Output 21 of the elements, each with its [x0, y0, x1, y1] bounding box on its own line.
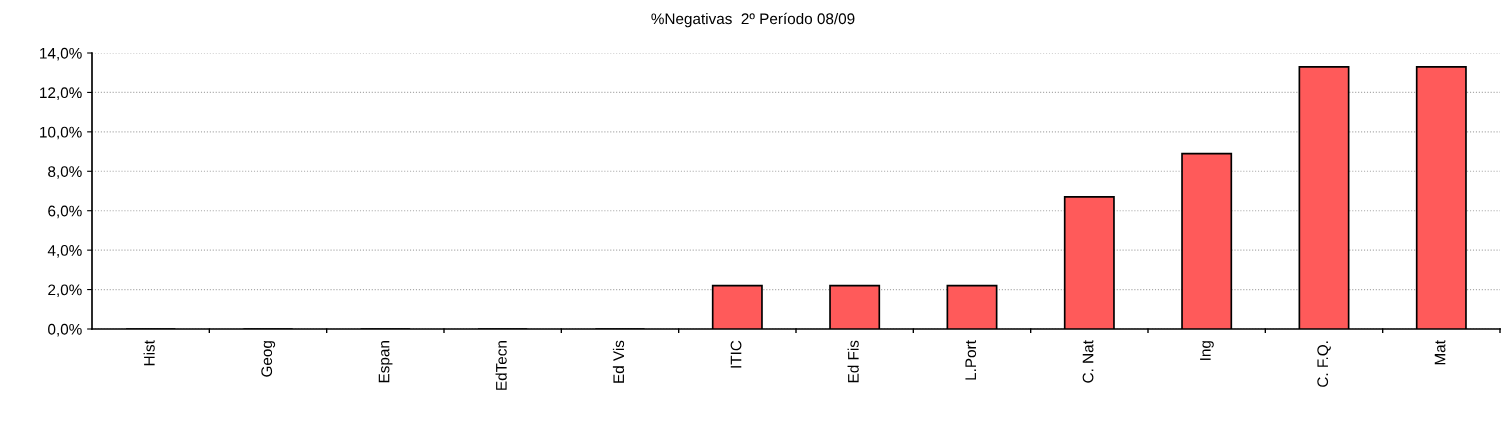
y-tick-label: 12,0%: [40, 87, 82, 100]
x-tick-label: ITIC: [730, 340, 742, 368]
x-tick-label: Ed Fis: [847, 340, 859, 383]
y-tick-label: 14,0%: [40, 47, 82, 61]
x-tick-label: C. Nat: [1082, 340, 1094, 383]
y-tick-label: 4,0%: [47, 245, 82, 258]
y-tick-label: 2,0%: [48, 284, 82, 298]
x-tick-label: EdTecn: [495, 341, 507, 390]
x-tick-label: Hist: [143, 340, 155, 366]
chart-title: %Negativas 2º Período 08/09: [651, 12, 855, 28]
y-tick-label: 10,0%: [40, 126, 82, 140]
x-tick-label: Ing: [1200, 341, 1214, 360]
x-tick-label: Ed Vis: [612, 340, 625, 383]
x-tick-label: Espan: [378, 341, 393, 383]
y-tick-label: 8,0%: [48, 166, 82, 179]
x-tick-label: L.Port: [965, 340, 977, 380]
x-tick-label: Mat: [1434, 340, 1446, 365]
x-tick-label: C. F.Q.: [1317, 341, 1331, 387]
y-tick-label: 0,0%: [48, 323, 82, 337]
x-tick-label: Geog: [261, 341, 276, 377]
y-tick-label: 6,0%: [48, 205, 82, 219]
